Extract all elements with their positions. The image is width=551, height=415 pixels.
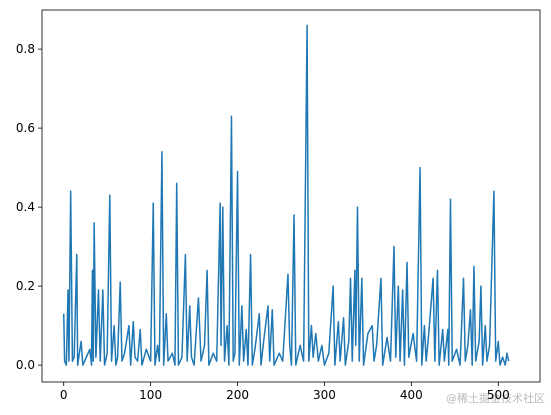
x-tick-label: 500 (487, 388, 510, 402)
watermark: @稀土掘金技术社区 (446, 391, 545, 405)
axes-frame (41, 9, 541, 383)
x-tick-label: 200 (226, 388, 249, 402)
y-tick-label: 0.4 (16, 200, 35, 214)
data-line (62, 24, 510, 366)
y-tick-label: 0.6 (16, 121, 35, 135)
y-tick-label: 0.8 (16, 42, 35, 56)
y-tick-label: 0.2 (16, 279, 35, 293)
x-tick-label: 100 (139, 388, 162, 402)
x-tick-label: 300 (313, 388, 336, 402)
x-tick-label: 400 (400, 388, 423, 402)
x-tick-label: 0 (60, 388, 68, 402)
y-tick-label: 0.0 (16, 358, 35, 372)
